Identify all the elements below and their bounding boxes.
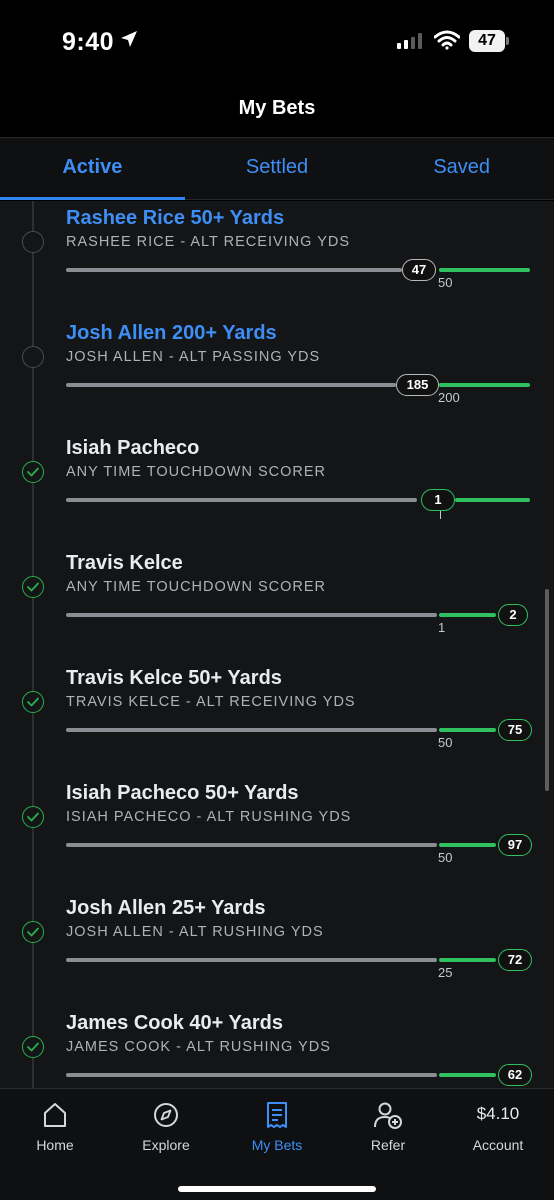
- bottom-nav: Home Explore My Bets Refer $4.10 Account: [0, 1088, 554, 1200]
- nav-refer[interactable]: Refer: [333, 1089, 443, 1169]
- nav-account[interactable]: $4.10 Account: [443, 1089, 553, 1169]
- bet-subtitle: JOSH ALLEN - ALT PASSING YDS: [66, 349, 321, 365]
- battery-tip: [506, 37, 509, 45]
- bet-row[interactable]: Rashee Rice 50+ Yards RASHEE RICE - ALT R…: [0, 201, 554, 307]
- bet-row[interactable]: Isiah Pacheco 50+ Yards ISIAH PACHECO - A…: [0, 767, 554, 882]
- current-value-pill: 62: [498, 1064, 532, 1086]
- target-value: 50: [438, 275, 453, 290]
- bet-title: Josh Allen 25+ Yards: [66, 897, 266, 919]
- page-title: My Bets: [238, 97, 316, 119]
- progress-bar: [66, 728, 437, 732]
- bet-row[interactable]: James Cook 40+ Yards JAMES COOK - ALT RUS…: [0, 997, 554, 1089]
- bet-row[interactable]: Josh Allen 200+ Yards JOSH ALLEN - ALT PA…: [0, 307, 554, 422]
- nav-my-bets[interactable]: My Bets: [222, 1089, 332, 1169]
- tab-settled[interactable]: Settled: [245, 156, 309, 178]
- current-value-pill: 47: [402, 259, 436, 281]
- won-status-icon: [22, 461, 44, 483]
- add-person-icon: [333, 1101, 443, 1131]
- target-value: 1: [438, 620, 446, 635]
- progress-bar: [66, 1073, 437, 1077]
- progress-bar-fill: [439, 843, 496, 847]
- nav-account-label: Account: [472, 1137, 524, 1153]
- balance-value: $4.10: [476, 1104, 520, 1123]
- target-bar: [439, 268, 530, 272]
- tab-saved[interactable]: Saved: [433, 156, 491, 178]
- nav-explore-label: Explore: [142, 1137, 190, 1153]
- bet-title: Travis Kelce 50+ Yards: [66, 667, 282, 689]
- bet-title: Isiah Pacheco: [66, 437, 200, 459]
- account-balance: $4.10: [443, 1101, 553, 1131]
- progress-bar-fill: [439, 958, 496, 962]
- nav-explore[interactable]: Explore: [111, 1089, 221, 1169]
- home-indicator: [178, 1186, 376, 1192]
- bet-row[interactable]: Josh Allen 25+ Yards JOSH ALLEN - ALT RUS…: [0, 882, 554, 997]
- progress-bar: [66, 383, 396, 387]
- progress-bar-fill: [439, 728, 496, 732]
- target-value: 50: [438, 850, 453, 865]
- bet-title[interactable]: Josh Allen 200+ Yards: [66, 322, 277, 344]
- progress-bar-fill: [455, 498, 530, 502]
- current-value-pill: 97: [498, 834, 532, 856]
- tab-active[interactable]: Active: [0, 138, 185, 200]
- current-value-pill: 1: [421, 489, 455, 511]
- nav-refer-label: Refer: [370, 1137, 406, 1153]
- bets-list[interactable]: Rashee Rice 50+ Yards RASHEE RICE - ALT R…: [0, 201, 554, 1089]
- nav-my-bets-label: My Bets: [251, 1137, 303, 1153]
- progress-bar-fill: [439, 1073, 496, 1077]
- compass-icon: [111, 1101, 221, 1131]
- house-icon: [0, 1101, 110, 1131]
- won-status-icon: [22, 1036, 44, 1058]
- bet-title[interactable]: Rashee Rice 50+ Yards: [66, 207, 285, 229]
- cellular-signal-icon: [397, 33, 425, 54]
- target-value: 25: [438, 965, 453, 980]
- bet-subtitle: TRAVIS KELCE - ALT RECEIVING YDS: [66, 694, 356, 710]
- bet-subtitle: ISIAH PACHECO - ALT RUSHING YDS: [66, 809, 352, 825]
- bet-title: Travis Kelce: [66, 552, 183, 574]
- target-value: 200: [438, 390, 460, 405]
- status-time: 9:40: [62, 28, 115, 56]
- won-status-icon: [22, 806, 44, 828]
- location-arrow-icon: [120, 30, 138, 53]
- pending-status-icon: [22, 346, 44, 368]
- current-value-pill: 2: [498, 604, 528, 626]
- target-bar: [439, 383, 530, 387]
- bet-title: Isiah Pacheco 50+ Yards: [66, 782, 299, 804]
- nav-home-label: Home: [36, 1137, 74, 1153]
- bets-tabs: Active Settled Saved: [0, 138, 554, 200]
- bet-subtitle: ANY TIME TOUCHDOWN SCORER: [66, 579, 326, 595]
- progress-bar: [66, 268, 402, 272]
- bet-subtitle: RASHEE RICE - ALT RECEIVING YDS: [66, 234, 351, 250]
- progress-bar: [66, 958, 437, 962]
- bet-row[interactable]: Isiah Pacheco ANY TIME TOUCHDOWN SCORER 1: [0, 422, 554, 537]
- bet-title: James Cook 40+ Yards: [66, 1012, 283, 1034]
- bet-subtitle: JAMES COOK - ALT RUSHING YDS: [66, 1039, 331, 1055]
- pending-status-icon: [22, 231, 44, 253]
- status-bar: 9:40 47: [0, 0, 554, 80]
- target-tick: [440, 511, 441, 519]
- battery-icon: 47: [469, 30, 505, 52]
- bet-row[interactable]: Travis Kelce ANY TIME TOUCHDOWN SCORER 2 1: [0, 537, 554, 652]
- bet-subtitle: ANY TIME TOUCHDOWN SCORER: [66, 464, 326, 480]
- current-value-pill: 185: [396, 374, 439, 396]
- page-header: My Bets: [0, 80, 554, 138]
- scrollbar[interactable]: [545, 589, 549, 791]
- won-status-icon: [22, 576, 44, 598]
- receipt-icon: [222, 1101, 332, 1131]
- bet-subtitle: JOSH ALLEN - ALT RUSHING YDS: [66, 924, 324, 940]
- current-value-pill: 75: [498, 719, 532, 741]
- wifi-icon: [433, 30, 461, 55]
- won-status-icon: [22, 691, 44, 713]
- progress-bar-fill: [439, 613, 496, 617]
- bet-row[interactable]: Travis Kelce 50+ Yards TRAVIS KELCE - ALT…: [0, 652, 554, 767]
- progress-bar: [66, 498, 417, 502]
- won-status-icon: [22, 921, 44, 943]
- progress-bar: [66, 843, 437, 847]
- progress-bar: [66, 613, 437, 617]
- current-value-pill: 72: [498, 949, 532, 971]
- timeline-line: [32, 201, 34, 1089]
- nav-home[interactable]: Home: [0, 1089, 110, 1169]
- target-value: 50: [438, 735, 453, 750]
